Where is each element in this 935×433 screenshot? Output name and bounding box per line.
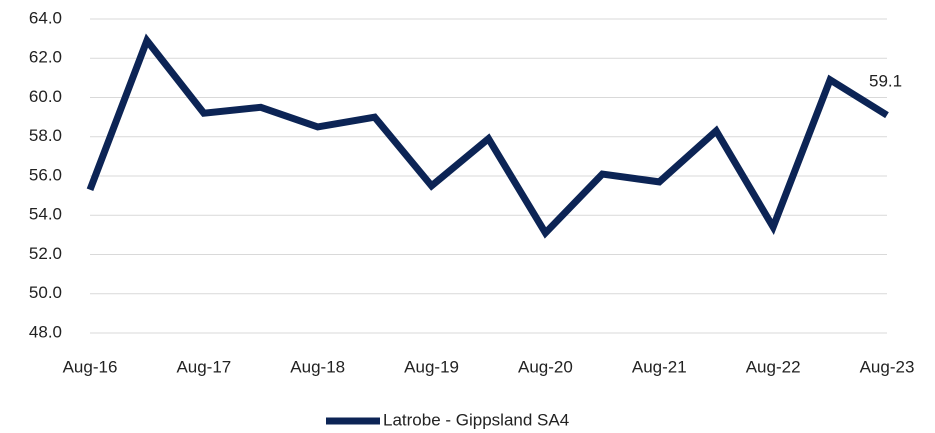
y-tick-label: 60.0 bbox=[29, 87, 62, 106]
x-tick-label: Aug-22 bbox=[746, 357, 801, 376]
y-tick-label: 50.0 bbox=[29, 283, 62, 302]
legend-label: Latrobe - Gippsland SA4 bbox=[383, 410, 569, 429]
y-tick-label: 52.0 bbox=[29, 244, 62, 263]
x-tick-label: Aug-19 bbox=[404, 357, 459, 376]
y-tick-label: 56.0 bbox=[29, 165, 62, 184]
x-tick-label: Aug-21 bbox=[632, 357, 687, 376]
x-tick-label: Aug-17 bbox=[176, 357, 231, 376]
x-tick-label: Aug-20 bbox=[518, 357, 573, 376]
x-tick-label: Aug-16 bbox=[63, 357, 118, 376]
x-tick-label: Aug-23 bbox=[860, 357, 915, 376]
y-tick-label: 62.0 bbox=[29, 48, 62, 67]
y-tick-label: 54.0 bbox=[29, 205, 62, 224]
data-label: 59.1 bbox=[869, 72, 902, 91]
y-tick-label: 64.0 bbox=[29, 8, 62, 27]
y-tick-label: 48.0 bbox=[29, 322, 62, 341]
series-line bbox=[86, 33, 889, 239]
y-tick-label: 58.0 bbox=[29, 126, 62, 145]
x-tick-label: Aug-18 bbox=[290, 357, 345, 376]
